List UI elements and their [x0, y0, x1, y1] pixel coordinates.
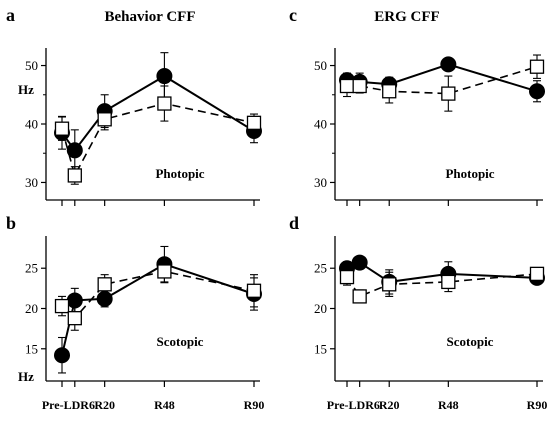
data-point-open: [441, 86, 456, 101]
panel-title: Behavior CFF: [105, 9, 196, 25]
y-tick-label: 50: [314, 58, 327, 73]
y-tick-label: 30: [25, 175, 38, 190]
data-point-filled: [96, 290, 113, 307]
data-point-open: [382, 84, 397, 99]
data-point-filled: [529, 83, 545, 100]
panel-b: b Scotopic Hz 15 20 25 Pre-LDR6 R20 R48 R90: [6, 213, 264, 412]
y-axis-unit: Hz: [18, 82, 34, 97]
data-point-open: [67, 168, 82, 183]
y-tick-label: 25: [314, 261, 327, 276]
data-point-open: [157, 96, 172, 111]
data-point-open: [246, 115, 262, 130]
x-tick-label: R90: [244, 398, 265, 412]
condition-label: Photopic: [445, 166, 494, 181]
data-point-open: [382, 277, 397, 292]
y-tick-label: 20: [25, 301, 38, 316]
y-tick-label: 15: [25, 341, 38, 356]
y-tick-label: 15: [314, 341, 327, 356]
y-tick-label: 20: [314, 301, 327, 316]
data-point-filled: [54, 347, 70, 364]
y-tick-label: 30: [314, 175, 327, 190]
y-tick-label: 25: [25, 261, 38, 276]
data-point-filled: [156, 68, 173, 85]
data-point-open: [157, 264, 172, 279]
data-point-filled: [351, 254, 368, 271]
x-tick-label: R20: [94, 398, 115, 412]
y-tick-label: 50: [25, 58, 38, 73]
y-tick-label: 40: [314, 117, 327, 132]
data-point-open: [54, 121, 70, 136]
series-filled: [58, 52, 258, 172]
panel-c: c ERG CFF Photopic 30 40 50: [289, 5, 545, 206]
y-axis-unit: Hz: [18, 369, 34, 384]
series-line: [61, 74, 255, 152]
data-point-open: [339, 269, 355, 285]
x-tick-label: R90: [527, 398, 548, 412]
x-tick-label: R20: [379, 398, 400, 412]
panel-letter: d: [289, 213, 299, 233]
data-point-open: [441, 274, 456, 290]
panel-letter: b: [6, 213, 16, 233]
condition-label: Scotopic: [447, 334, 494, 349]
data-point-open: [246, 283, 262, 298]
panel-letter: c: [289, 5, 297, 25]
panel-title: ERG CFF: [374, 9, 439, 25]
data-point-open: [54, 298, 70, 314]
data-point-open: [67, 311, 82, 326]
x-tick-label: Pre-LDR6: [327, 398, 380, 412]
data-point-open: [529, 266, 545, 282]
data-point-filled: [66, 292, 83, 309]
condition-label: Photopic: [155, 166, 204, 181]
x-tick-label: Pre-LDR6: [42, 398, 95, 412]
condition-label: Scotopic: [157, 334, 204, 349]
data-point-open: [97, 277, 112, 292]
panel-letter: a: [6, 5, 15, 25]
data-point-open: [529, 59, 545, 74]
x-tick-label: R48: [154, 398, 175, 412]
data-point-open: [339, 78, 355, 94]
data-point-open: [97, 112, 112, 127]
x-tick-label: R48: [438, 398, 459, 412]
y-tick-label: 40: [25, 117, 38, 132]
data-point-filled: [66, 142, 83, 159]
data-point-open: [352, 289, 367, 304]
data-point-filled: [440, 56, 457, 73]
panel-a: a Behavior CFF Photopic Hz 30 40 50: [6, 5, 262, 206]
data-point-open: [352, 78, 367, 94]
